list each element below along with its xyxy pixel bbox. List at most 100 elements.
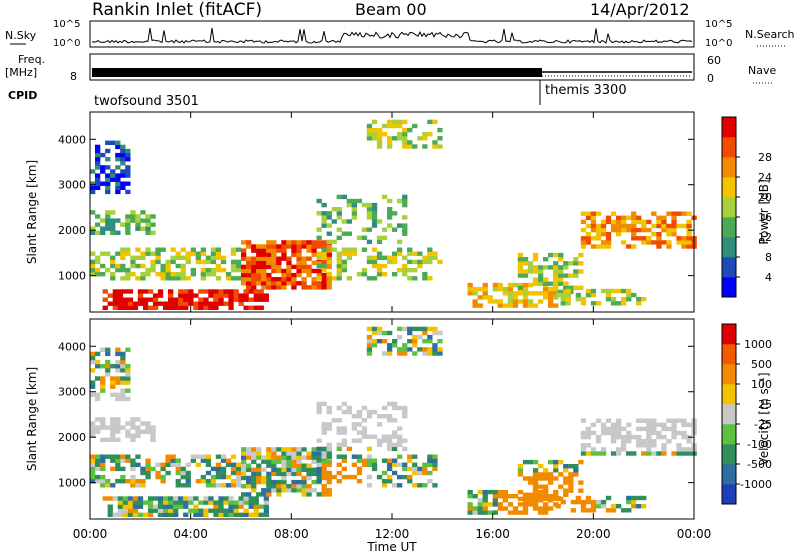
vel-cell-4-4-8 [261,459,267,464]
power-cell-8-9-0 [512,303,519,308]
power-cell-0-3-4 [105,173,111,178]
power-cell-10-15-2 [656,236,662,241]
vel-cell-3-4-4 [122,496,128,501]
vel-cell-1-11-4 [145,421,151,426]
power-cell-2-15-0 [165,276,171,281]
power-cell-3-14-1 [173,301,179,306]
power-cell-4-5-3 [266,272,272,278]
vel-cell-10-18-4 [671,434,677,440]
vel-cell-9-2-5 [527,476,534,481]
vel-cell-4-7-9 [276,455,282,460]
freq-left-tick: 8 [70,70,77,83]
vel-cell-4-0-5 [241,471,247,477]
vel-cell-7-3-3 [381,339,388,344]
vel-cell-3-1-2 [107,504,113,509]
power-colorbar-swatch-2 [722,237,736,258]
vel-cell-6-9-7 [361,418,368,423]
vel-cell-2-19-2 [185,474,191,480]
power-cell-0-6-1 [120,185,126,190]
power-cell-8-13-0 [532,303,539,308]
vel-cell-7-1-2 [371,343,378,348]
vel-cell-9-4-6 [538,472,544,477]
power-cell-8-17-0 [553,303,559,308]
power-cell-6-16-4 [397,223,403,228]
power-cell-10-21-1 [686,240,692,245]
power-cell-4-12-11 [301,240,307,245]
power-cell-3-22-1 [213,301,219,306]
power-cell-4-9-6 [286,260,292,265]
power-cell-0-6-2 [120,181,126,186]
vel-cell-6-8-2 [356,438,363,443]
vel-cell-6-0-2 [316,438,322,443]
power-cell-8-12-0 [527,303,534,308]
power-cell-3-25-0 [228,305,234,310]
nave-label: Nave [748,64,776,77]
power-cell-5-21-1 [422,272,428,277]
vel-cell-2-23-7 [205,454,212,459]
power-cell-9-7-2 [553,281,559,286]
vel-cell-4-12-1 [301,488,307,493]
power-cell-10-16-7 [661,215,667,220]
vel-cell-0-3-7 [105,368,111,373]
power-cell-10-20-0 [681,244,687,249]
vel-cell-2-16-6 [170,458,176,463]
vel-cell-8-2-5 [477,489,483,495]
power-cell-4-13-7 [306,256,312,261]
vel-cell-11-5-0 [580,508,587,513]
power-cell-6-1-4 [321,223,327,228]
power-cell-0-0-5 [90,169,96,174]
vel-cell-9-3-0 [532,496,539,502]
power-cell-2-22-0 [200,276,206,281]
vel-cell-6-5-5 [341,426,347,431]
vel-cell-0-5-5 [115,376,121,381]
power-cell-4-17-0 [326,285,332,290]
vel-cell-9-10-3 [568,484,574,489]
vel-cell-2-25-2 [215,474,222,480]
vel-cell-0-6-2 [120,388,126,393]
power-cell-2-22-2 [200,267,206,273]
power-cell-6-6-5 [346,219,352,224]
power-cell-3-25-3 [228,293,234,298]
power-cell-10-3-3 [595,232,602,237]
power-cell-4-2-1 [251,281,257,286]
vel-cell-3-31-2 [258,504,264,509]
vel-cell-8-0-2 [467,502,473,507]
power-cell-2-23-1 [205,272,212,277]
vel-cell-2-2-4 [100,466,106,472]
vel-cell-10-14-0 [651,451,657,456]
power-cell-4-4-9 [261,248,267,253]
power-cell-4-12-4 [301,268,307,274]
vel-cell-4-7-8 [276,459,282,464]
power-cell-5-18-7 [407,247,413,252]
power-cell-4-16-10 [321,244,327,249]
power-cell-6-17-11 [402,194,408,200]
vel-cell-3-5-4 [127,496,134,501]
vel-cell-7-4-1 [387,347,393,352]
vel-cell-0-6-1 [120,392,126,397]
vel-cell-9-9-4 [563,480,569,485]
power-cell-4-15-6 [316,260,322,265]
vel-ytick-label-3: 4000 [58,340,86,353]
power-cell-4-4-3 [261,272,267,278]
power-cell-8-5-1 [492,299,498,304]
beam-title: Beam 00 [355,0,427,19]
vel-cell-5-10-0 [366,483,373,488]
vel-cell-4-3-7 [256,463,262,468]
power-cell-7-0-5 [366,123,373,129]
power-cell-5-12-2 [376,267,383,273]
vel-cell-3-10-1 [152,508,159,513]
vel-cell-9-10-2 [568,488,574,493]
vel-cell-3-5-2 [127,504,134,509]
power-cell-8-16-1 [548,299,554,304]
power-cell-1-8-4 [130,214,136,219]
power-cell-6-10-0 [366,239,373,245]
power-cell-2-0-3 [90,263,96,269]
vel-cell-8-14-1 [538,506,544,511]
power-cell-4-14-1 [311,281,317,286]
vel-cell-2-26-0 [220,483,227,488]
vel-cell-4-8-10 [281,451,287,456]
vel-cell-3-2-4 [112,496,118,501]
power-cell-7-7-0 [402,144,408,149]
vel-cell-8-16-1 [548,506,554,511]
power-cell-4-2-10 [251,244,257,249]
